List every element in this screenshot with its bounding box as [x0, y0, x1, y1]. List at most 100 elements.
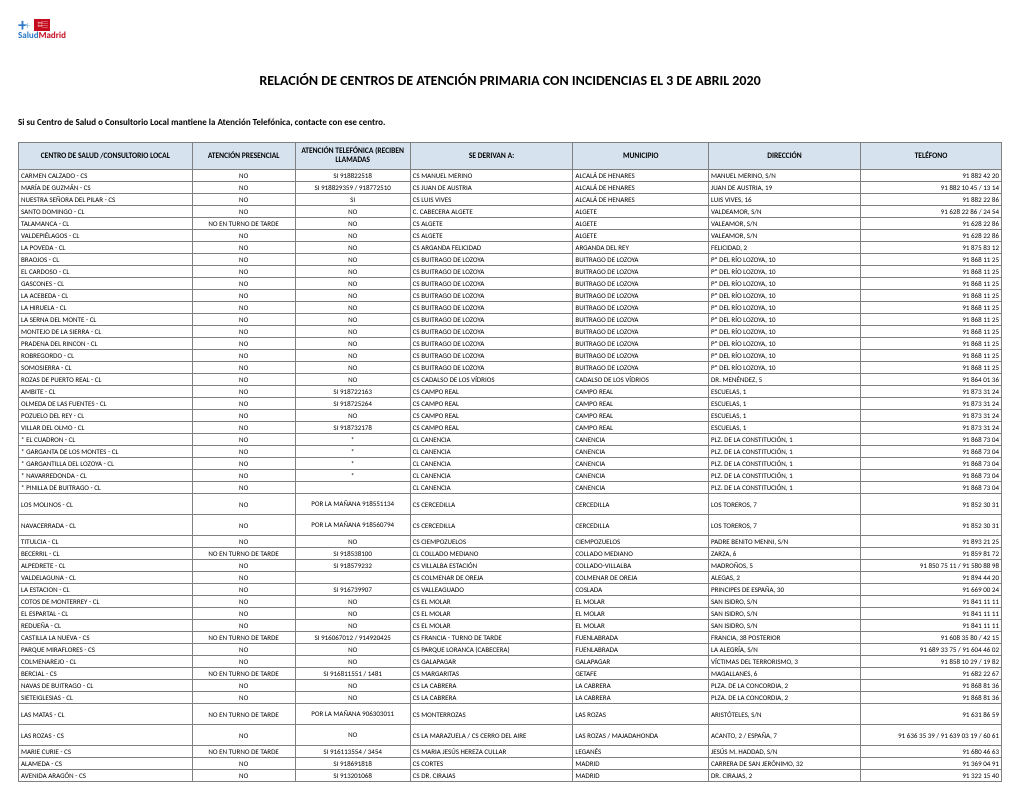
table-row: MONTEJO DE LA SIERRA - CLNONOCS BUITRAGO…	[19, 326, 1002, 338]
table-row: BECERRIL - CLNO EN TURNO DE TARDESI 9185…	[19, 548, 1002, 560]
table-cell: 91 894 44 20	[860, 572, 1001, 584]
table-cell: SI 913201068	[295, 770, 410, 782]
table-cell: SAN ISIDRO, S/N	[709, 596, 861, 608]
table-cell: LEGANÉS	[573, 746, 709, 758]
table-cell: CASTILLA LA NUEVA - CS	[19, 632, 193, 644]
table-cell: EL ESPARTAL - CL	[19, 608, 193, 620]
table-cell: SI 918722163	[295, 386, 410, 398]
table-cell: CERCEDILLA	[573, 494, 709, 515]
table-cell: NO	[192, 194, 295, 206]
table-row: LAS MATAS - CLNO EN TURNO DE TARDEPOR LA…	[19, 704, 1002, 725]
table-cell: CS FRANCIA - TURNO DE TARDE	[410, 632, 573, 644]
table-row: ROZAS DE PUERTO REAL - CLNONOCS CADALSO …	[19, 374, 1002, 386]
table-cell: NO	[192, 278, 295, 290]
table-cell: CS MARGARITAS	[410, 668, 573, 680]
table-cell: 91 873 31 24	[860, 410, 1001, 422]
table-cell: COLLADO-VILLALBA	[573, 560, 709, 572]
table-cell: NO	[192, 770, 295, 782]
table-cell: LA ESTACION - CL	[19, 584, 193, 596]
table-cell: BUITRAGO DE LOZOYA	[573, 302, 709, 314]
table-cell: NO EN TURNO DE TARDE	[192, 704, 295, 725]
table-cell: TALAMANCA - CL	[19, 218, 193, 230]
table-cell: NO EN TURNO DE TARDE	[192, 668, 295, 680]
table-cell: NO	[295, 242, 410, 254]
table-cell: MADRID	[573, 758, 709, 770]
table-cell: 91 868 11 25	[860, 254, 1001, 266]
table-cell: TITULCIA - CL	[19, 536, 193, 548]
table-header-row: CENTRO DE SALUD /CONSULTORIO LOCALATENCI…	[19, 143, 1002, 170]
table-row: NAVAS DE BUITRAGO - CLNONOCS LA CABRERAL…	[19, 680, 1002, 692]
table-cell: CARMEN CALZADO - CS	[19, 170, 193, 182]
table-cell: 91 680 46 63	[860, 746, 1001, 758]
table-row: TITULCIA - CLNONOCS CIEMPOZUELOSCIEMPOZU…	[19, 536, 1002, 548]
table-cell: NO	[192, 386, 295, 398]
table-cell: NO	[295, 362, 410, 374]
table-cell: CS CAMPO REAL	[410, 386, 573, 398]
table-cell: NO	[192, 515, 295, 536]
table-cell: Pº DEL RÍO LOZOYA, 10	[709, 290, 861, 302]
table-cell: CANENCIA	[573, 482, 709, 494]
table-cell: SI 918691818	[295, 758, 410, 770]
table-row: ALAMEDA - CSNOSI 918691818CS CORTESMADRI…	[19, 758, 1002, 770]
table-row: LA ESTACION - CLNOSI 916739907CS VALLEAG…	[19, 584, 1002, 596]
table-cell: EL MOLAR	[573, 596, 709, 608]
table-cell: NO	[295, 302, 410, 314]
table-cell: Pº DEL RÍO LOZOYA, 10	[709, 254, 861, 266]
table-cell: *	[295, 446, 410, 458]
table-cell: Pº DEL RÍO LOZOYA, 10	[709, 266, 861, 278]
table-header-cell: MUNICIPIO	[573, 143, 709, 170]
table-cell: LOS MOLINOS - CL	[19, 494, 193, 515]
table-cell: EL MOLAR	[573, 608, 709, 620]
table-cell: FRANCIA, 38 POSTERIOR	[709, 632, 861, 644]
table-cell: SAN ISIDRO, S/N	[709, 620, 861, 632]
table-cell: CL CANENCIA	[410, 458, 573, 470]
table-cell: SI 918732178	[295, 422, 410, 434]
table-cell: VALDELAGUNA - CL	[19, 572, 193, 584]
table-cell: Pº DEL RÍO LOZOYA, 10	[709, 302, 861, 314]
table-cell: NO	[192, 560, 295, 572]
table-cell: SI 916811551 / 1481	[295, 668, 410, 680]
table-row: GASCONES - CLNONOCS BUITRAGO DE LOZOYABU…	[19, 278, 1002, 290]
table-cell: Pº DEL RÍO LOZOYA, 10	[709, 338, 861, 350]
table-cell: NAVACERRADA - CL	[19, 515, 193, 536]
table-cell: CIEMPOZUELOS	[573, 536, 709, 548]
table-cell: 91 669 00 24	[860, 584, 1001, 596]
table-cell: NO	[295, 608, 410, 620]
table-cell: CS EL MOLAR	[410, 608, 573, 620]
table-row: POZUELO DEL REY - CLNONOCS CAMPO REALCAM…	[19, 410, 1002, 422]
table-cell: PRADENA DEL RINCON - CL	[19, 338, 193, 350]
table-cell: * GARGANTILLA DEL LOZOYA - CL	[19, 458, 193, 470]
table-cell: NO	[295, 338, 410, 350]
table-cell: 91 873 31 24	[860, 422, 1001, 434]
table-cell: CS CORTES	[410, 758, 573, 770]
table-cell: NO	[295, 218, 410, 230]
table-cell: NO	[295, 596, 410, 608]
table-cell: 91 608 35 80 / 42 15	[860, 632, 1001, 644]
table-cell: BUITRAGO DE LOZOYA	[573, 254, 709, 266]
table-header-cell: TELÉFONO	[860, 143, 1001, 170]
table-cell: 91 841 11 11	[860, 596, 1001, 608]
table-cell: COLMENAREJO - CL	[19, 656, 193, 668]
table-cell: CS MONTERROZAS	[410, 704, 573, 725]
table-cell: CS EL MOLAR	[410, 596, 573, 608]
table-cell: OLMEDA DE LAS FUENTES - CL	[19, 398, 193, 410]
table-cell: ALAMEDA - CS	[19, 758, 193, 770]
table-cell: NO	[192, 398, 295, 410]
table-cell: CL CANENCIA	[410, 482, 573, 494]
table-cell: 91 636 35 39 / 91 639 03 19 / 60 61	[860, 725, 1001, 746]
table-cell: SI 918579232	[295, 560, 410, 572]
table-cell: CS GALAPAGAR	[410, 656, 573, 668]
table-cell: POR LA MAÑANA 918560794	[295, 515, 410, 536]
logo: + + ★★★★ SaludMadrid	[18, 18, 98, 58]
table-cell: SIETEIGLESIAS - CL	[19, 692, 193, 704]
table-cell: BERCIAL - CS	[19, 668, 193, 680]
table-cell: BUITRAGO DE LOZOYA	[573, 362, 709, 374]
table-cell: SI 916739907	[295, 584, 410, 596]
table-cell: BUITRAGO DE LOZOYA	[573, 350, 709, 362]
table-cell	[295, 482, 410, 494]
table-cell: CS CERCEDILLA	[410, 494, 573, 515]
table-cell: CS CIEMPOZUELOS	[410, 536, 573, 548]
table-cell: CS ALGETE	[410, 230, 573, 242]
table-cell: LA HIRUELA - CL	[19, 302, 193, 314]
table-cell: NO	[192, 482, 295, 494]
